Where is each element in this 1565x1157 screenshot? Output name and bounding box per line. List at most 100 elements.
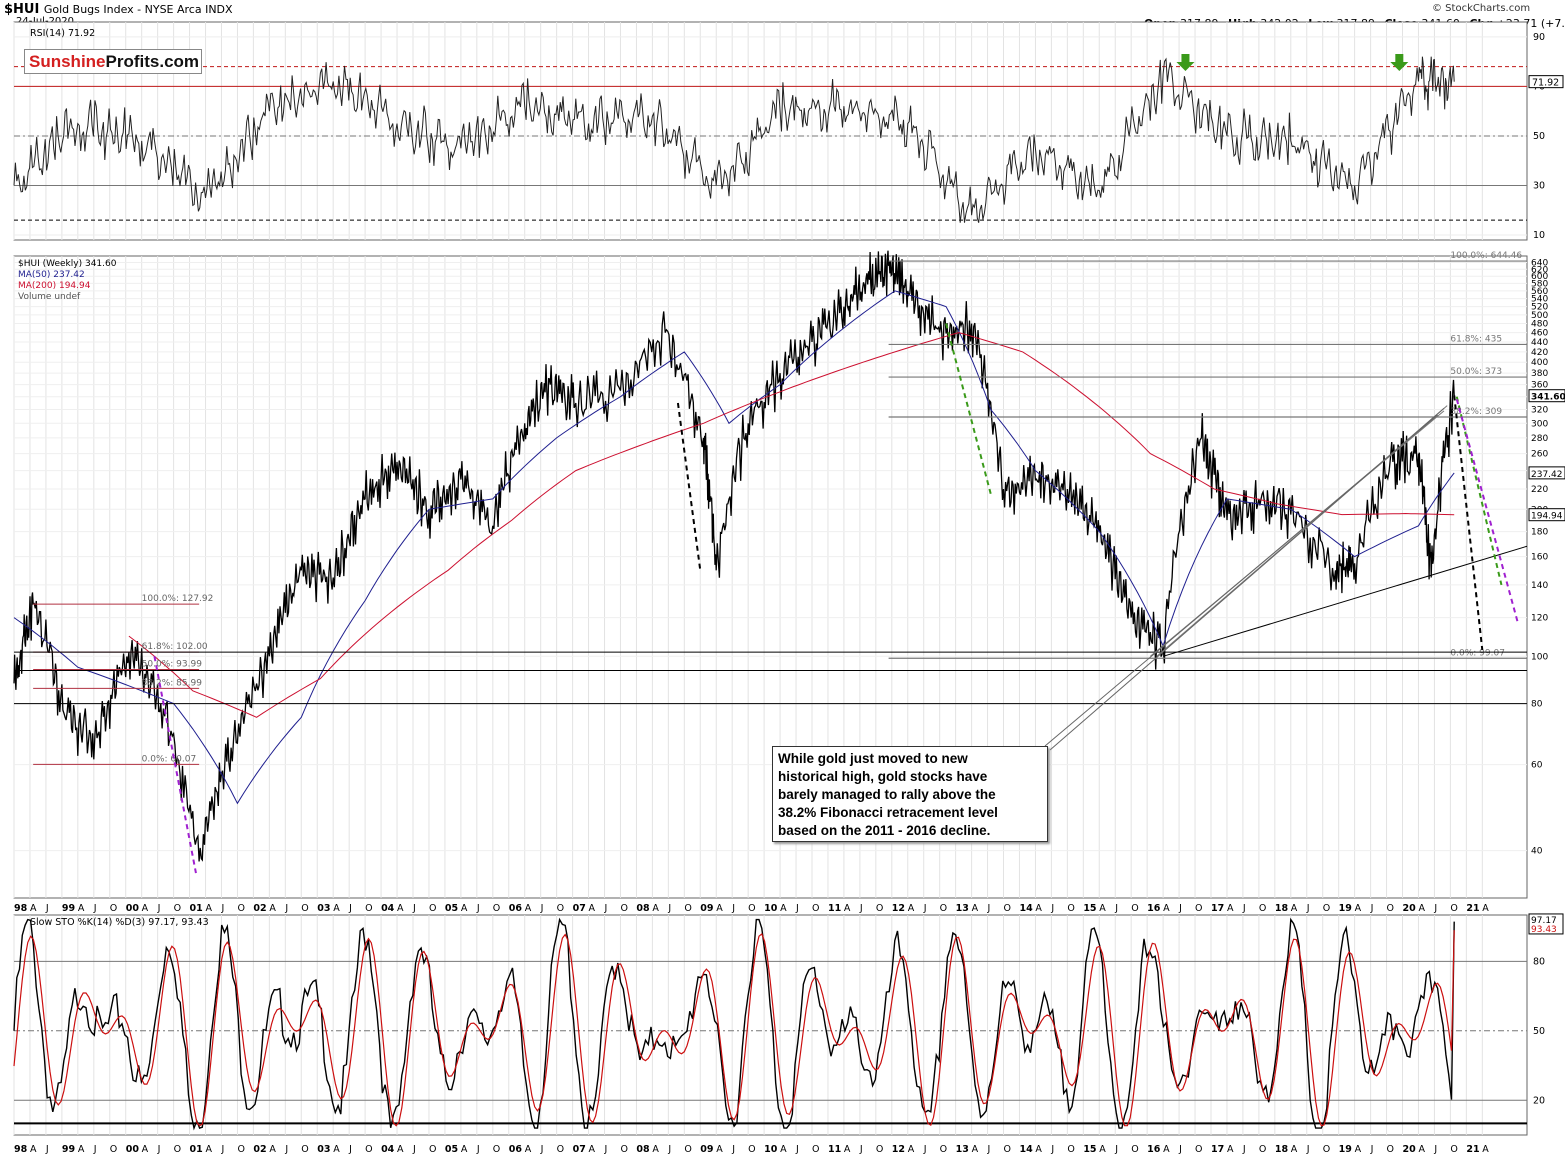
- x-tick-label: A: [1291, 1144, 1298, 1155]
- x-tick-label: 98: [14, 1144, 28, 1155]
- x-tick-label: J: [348, 903, 352, 914]
- rsi-tick-label: 30: [1533, 181, 1545, 192]
- projection-line: [676, 402, 702, 571]
- price-tick-label: 440: [1531, 338, 1548, 348]
- x-tick-label: O: [1067, 903, 1074, 914]
- x-tick-label: J: [1306, 903, 1310, 914]
- x-tick-label: O: [1323, 903, 1330, 914]
- x-tick-label: 02: [253, 1144, 266, 1155]
- sto-tick-label: 20: [1533, 1095, 1545, 1106]
- x-tick-label: 14: [1019, 1144, 1033, 1155]
- x-tick-label: 20: [1403, 1144, 1417, 1155]
- x-tick-label: 03: [317, 1144, 330, 1155]
- x-tick-label: O: [365, 1144, 372, 1155]
- x-tick-label: A: [972, 903, 979, 914]
- x-tick-label: O: [301, 1144, 308, 1155]
- x-tick-label: A: [78, 903, 85, 914]
- sto-tick-label: 50: [1533, 1026, 1545, 1037]
- x-tick-label: 09: [700, 903, 713, 914]
- x-tick-label: O: [812, 903, 819, 914]
- x-tick-label: J: [93, 1144, 97, 1155]
- x-tick-label: J: [540, 903, 544, 914]
- x-tick-label: O: [1259, 903, 1266, 914]
- projection-line: [1453, 395, 1484, 651]
- x-tick-label: 06: [509, 1144, 523, 1155]
- x-tick-label: A: [142, 903, 149, 914]
- annotation-line: historical high, gold stocks have: [778, 769, 988, 784]
- trend-line: [1162, 545, 1528, 657]
- x-tick-label: J: [1242, 1144, 1246, 1155]
- x-tick-label: A: [206, 903, 213, 914]
- x-tick-label: O: [876, 1144, 883, 1155]
- sto-title: Slow STO %K(14) %D(3) 97.17, 93.43: [30, 917, 209, 928]
- price-tick-label: 420: [1531, 348, 1548, 358]
- x-tick-label: A: [333, 903, 340, 914]
- x-tick-label: A: [1482, 1144, 1489, 1155]
- series-ma-50-: [13, 290, 1455, 805]
- x-tick-label: O: [940, 903, 947, 914]
- x-tick-label: J: [157, 1144, 161, 1155]
- rsi-line: [13, 56, 1455, 223]
- copyright: © StockCharts.com: [1432, 3, 1531, 14]
- x-tick-label: J: [220, 1144, 224, 1155]
- x-tick-label: 16: [1147, 903, 1161, 914]
- x-tick-label: A: [1418, 1144, 1425, 1155]
- annotation-line: based on the 2011 - 2016 decline.: [778, 823, 991, 838]
- x-tick-label: 99: [62, 1144, 75, 1155]
- x-tick-label: 04: [381, 1144, 395, 1155]
- x-tick-label: A: [30, 903, 37, 914]
- x-tick-label: O: [620, 903, 627, 914]
- x-tick-label: J: [412, 1144, 416, 1155]
- rsi-tick-label: 50: [1533, 131, 1545, 142]
- fib-label: 100.0%: 127.92: [142, 594, 214, 604]
- rsi-value-tag: [1528, 75, 1564, 89]
- x-tick-label: 02: [253, 903, 266, 914]
- x-tick-label: O: [812, 1144, 819, 1155]
- x-tick-label: O: [429, 903, 436, 914]
- projection-line: [945, 323, 992, 495]
- fib-label: 61.8%: 435: [1450, 334, 1502, 344]
- x-tick-label: O: [940, 1144, 947, 1155]
- fib-label: 61.8%: 102.00: [142, 642, 208, 652]
- legend-entry: MA(200) 194.94: [18, 281, 91, 291]
- x-tick-label: A: [269, 1144, 276, 1155]
- x-tick-label: J: [1242, 903, 1246, 914]
- x-tick-label: J: [476, 903, 480, 914]
- x-tick-label: J: [284, 1144, 288, 1155]
- x-tick-label: A: [589, 903, 596, 914]
- x-tick-label: 04: [381, 903, 395, 914]
- x-tick-label: A: [1418, 903, 1425, 914]
- x-tick-label: A: [844, 1144, 851, 1155]
- x-tick-label: J: [157, 903, 161, 914]
- x-tick-label: O: [174, 903, 181, 914]
- x-tick-label: 08: [636, 1144, 650, 1155]
- price-value-label: 341.60: [1531, 393, 1565, 403]
- price-tick-label: 580: [1531, 279, 1548, 289]
- sunshine-profits-logo: SunshineProfits.com: [24, 49, 202, 74]
- x-tick-label: O: [1067, 1144, 1074, 1155]
- x-tick-label: A: [1355, 903, 1362, 914]
- x-tick-label: J: [412, 903, 416, 914]
- x-tick-label: 05: [445, 903, 458, 914]
- x-tick-label: J: [731, 1144, 735, 1155]
- x-tick-label: A: [333, 1144, 340, 1155]
- sto-d-line: [13, 930, 1455, 1127]
- x-tick-label: 16: [1147, 1144, 1161, 1155]
- x-tick-label: O: [429, 1144, 436, 1155]
- x-tick-label: J: [1370, 1144, 1374, 1155]
- x-tick-label: A: [716, 903, 723, 914]
- x-tick-label: A: [1163, 903, 1170, 914]
- x-tick-label: 17: [1211, 903, 1224, 914]
- x-tick-label: 98: [14, 903, 28, 914]
- x-tick-label: 06: [509, 903, 523, 914]
- x-tick-label: 13: [956, 1144, 969, 1155]
- price-tick-label: 260: [1531, 450, 1548, 460]
- x-tick-label: 18: [1275, 903, 1289, 914]
- sto-tick-label: 80: [1533, 956, 1545, 967]
- price-tick-label: 600: [1531, 272, 1548, 282]
- x-tick-label: A: [652, 903, 659, 914]
- x-tick-label: J: [1050, 1144, 1054, 1155]
- price-value-tag: [1528, 508, 1565, 522]
- price-tick-label: 220: [1531, 485, 1548, 495]
